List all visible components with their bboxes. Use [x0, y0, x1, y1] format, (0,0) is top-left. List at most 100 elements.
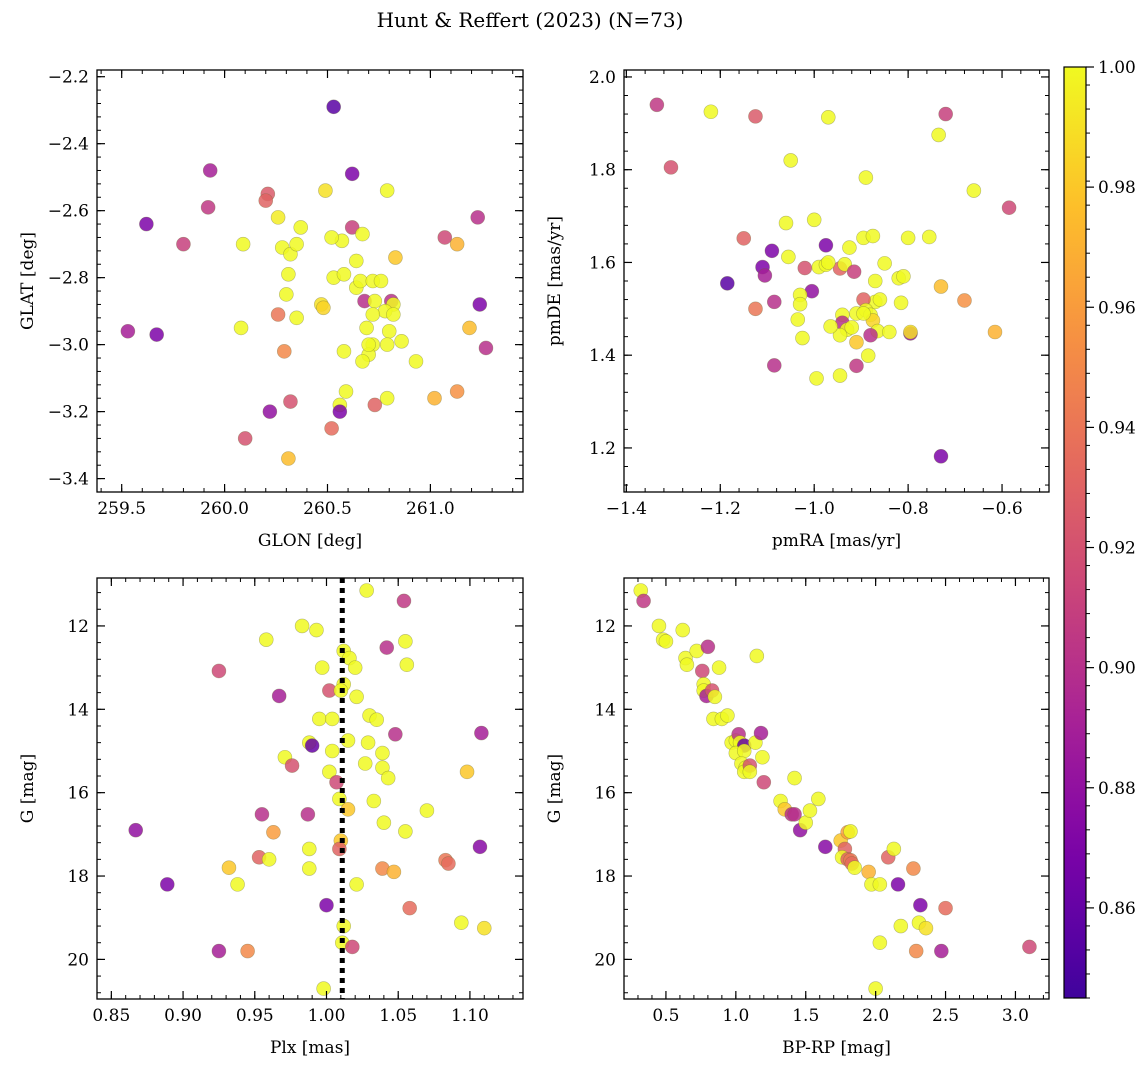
data-point: [711, 660, 727, 675]
data-point: [663, 160, 679, 175]
data-point: [314, 660, 330, 675]
x-axis-label: pmRA [mas/yr]: [772, 531, 901, 551]
data-point: [233, 320, 249, 336]
data-point: [844, 320, 860, 335]
data-point: [289, 236, 304, 252]
data-point: [908, 943, 924, 959]
panel-2: −1.4 −1.2 −1.0 −0.8 −0.6 1.2 1.4 1.6 1.8 2.0 pmRA …: [545, 68, 1050, 551]
data-point: [338, 384, 354, 399]
y-tick-label: 2.0: [589, 68, 616, 88]
colorbar-tick-label: 0.90: [1098, 659, 1136, 679]
y-axis-label: pmDE [mas/yr]: [545, 216, 565, 346]
y-tick-label: 1.4: [589, 346, 616, 366]
data-point: [790, 312, 806, 327]
y-tick-label: −2.2: [48, 68, 89, 88]
data-point: [842, 240, 857, 255]
data-point: [326, 99, 341, 115]
x-tick-label: 2.0: [862, 1006, 889, 1026]
data-point: [658, 634, 674, 649]
data-point: [472, 297, 488, 312]
data-point: [359, 320, 374, 336]
x-tick-label: −0.6: [981, 499, 1022, 519]
data-point: [893, 918, 909, 934]
data-point: [398, 824, 413, 839]
data-point: [300, 807, 316, 822]
data-point: [388, 727, 403, 742]
data-point: [860, 348, 876, 363]
x-tick-label: −1.2: [700, 499, 741, 519]
x-tick-label: 1.0: [722, 1006, 749, 1026]
data-point: [349, 877, 364, 892]
data-point: [366, 793, 382, 809]
data-points: [649, 97, 1017, 464]
data-point: [846, 264, 862, 280]
data-point: [402, 900, 417, 916]
x-axis-label: Plx [mas]: [270, 1038, 350, 1058]
data-point: [679, 657, 695, 673]
data-points: [120, 99, 494, 466]
data-point: [1022, 939, 1037, 955]
colorbar-gradient: [1063, 66, 1087, 999]
data-point: [289, 310, 304, 326]
data-point: [847, 860, 862, 876]
data-point: [381, 323, 397, 339]
data-point: [472, 839, 488, 855]
data-point: [347, 660, 363, 675]
data-point: [427, 390, 442, 406]
data-point: [309, 622, 324, 638]
data-point: [386, 864, 402, 880]
data-point: [270, 210, 286, 225]
colorbar-tick-label: 0.88: [1098, 779, 1136, 799]
data-point: [316, 300, 331, 316]
data-point: [211, 943, 227, 959]
data-point: [787, 807, 802, 822]
data-point: [369, 712, 385, 728]
y-tick-label: 18: [594, 867, 616, 887]
axes-frame: [623, 577, 1050, 1000]
data-point: [375, 745, 390, 761]
data-point: [938, 106, 953, 122]
colorbar-tick-label: 0.92: [1098, 539, 1136, 559]
data-point: [419, 803, 435, 818]
data-point: [700, 639, 716, 655]
data-point: [872, 877, 888, 892]
data-point: [636, 593, 651, 609]
y-tick-label: 16: [67, 784, 89, 804]
data-point: [294, 618, 310, 634]
data-point: [379, 640, 395, 655]
data-point: [348, 253, 364, 269]
colorbar-tick-label: 0.86: [1098, 899, 1136, 919]
data-point: [322, 764, 337, 780]
x-tick-label: −1.4: [606, 499, 647, 519]
data-point: [811, 791, 826, 807]
data-point: [345, 939, 360, 955]
data-point: [795, 330, 810, 346]
data-point: [355, 354, 370, 369]
data-point: [906, 861, 921, 876]
data-point: [934, 943, 949, 959]
data-point: [449, 236, 465, 252]
data-point: [757, 268, 773, 283]
data-points: [633, 583, 1037, 996]
data-point: [933, 448, 949, 464]
figure-title: Hunt & Reffert (2023) (N=73): [377, 8, 684, 32]
axes-frame: [96, 577, 524, 1000]
data-point: [240, 943, 255, 959]
data-point: [128, 822, 144, 838]
data-point: [324, 743, 340, 759]
data-point: [818, 237, 834, 253]
data-point: [478, 340, 494, 356]
colorbar-tick-label: 0.98: [1098, 178, 1136, 198]
x-tick-label: 1.00: [308, 1006, 346, 1026]
data-point: [398, 634, 413, 649]
y-tick-label: −2.8: [48, 269, 89, 289]
x-tick-label: 1.05: [379, 1006, 417, 1026]
data-point: [319, 897, 334, 913]
data-point: [865, 228, 881, 244]
data-point: [921, 229, 937, 245]
data-point: [139, 216, 154, 232]
data-point: [394, 333, 409, 349]
data-point: [367, 397, 383, 413]
data-point: [966, 183, 982, 198]
data-point: [749, 648, 765, 664]
